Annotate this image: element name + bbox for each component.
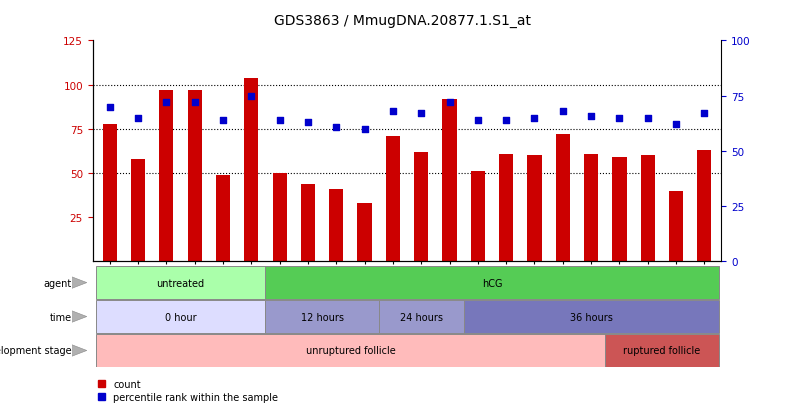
Bar	[329, 190, 343, 262]
Text: 24 hours: 24 hours	[400, 312, 442, 322]
Bar	[613, 158, 626, 262]
Bar	[188, 91, 202, 262]
Point	[273, 117, 286, 124]
Bar	[499, 154, 513, 262]
Point	[613, 115, 626, 122]
Text: agent: agent	[44, 278, 72, 288]
Bar	[669, 191, 683, 262]
Bar	[442, 100, 456, 262]
Bar	[641, 156, 654, 262]
Bar	[265, 301, 379, 333]
Bar	[216, 176, 230, 262]
Bar	[471, 172, 485, 262]
Text: unruptured follicle: unruptured follicle	[305, 346, 395, 356]
Bar	[272, 173, 287, 262]
Point	[500, 117, 513, 124]
Bar	[358, 204, 372, 262]
Point	[330, 124, 343, 131]
Point	[415, 111, 428, 117]
Text: development stage: development stage	[0, 346, 72, 356]
Text: 0 hour: 0 hour	[164, 312, 197, 322]
Text: 36 hours: 36 hours	[570, 312, 613, 322]
Bar	[527, 156, 542, 262]
Bar	[379, 301, 463, 333]
Bar	[244, 78, 259, 262]
Bar	[96, 335, 605, 367]
Bar	[301, 184, 315, 262]
Polygon shape	[72, 345, 87, 356]
Point	[698, 111, 711, 117]
Point	[556, 109, 569, 115]
Point	[443, 100, 456, 107]
Legend: count, percentile rank within the sample: count, percentile rank within the sample	[98, 379, 278, 402]
Text: ruptured follicle: ruptured follicle	[623, 346, 700, 356]
Point	[472, 117, 484, 124]
Text: untreated: untreated	[156, 278, 205, 288]
Point	[301, 120, 314, 126]
Point	[386, 109, 399, 115]
Bar	[96, 267, 265, 299]
Bar	[555, 135, 570, 262]
Bar	[160, 91, 173, 262]
Point	[528, 115, 541, 122]
Point	[217, 117, 230, 124]
Polygon shape	[72, 277, 87, 289]
Point	[131, 115, 144, 122]
Point	[642, 115, 654, 122]
Point	[160, 100, 172, 107]
Point	[670, 122, 683, 128]
Point	[188, 100, 201, 107]
Bar	[697, 151, 712, 262]
Point	[358, 126, 371, 133]
Bar	[584, 154, 598, 262]
Bar	[265, 267, 718, 299]
Bar	[131, 159, 145, 262]
Point	[245, 93, 258, 100]
Bar	[102, 124, 117, 262]
Text: GDS3863 / MmugDNA.20877.1.S1_at: GDS3863 / MmugDNA.20877.1.S1_at	[275, 14, 531, 28]
Bar	[96, 301, 265, 333]
Point	[584, 113, 597, 120]
Bar	[605, 335, 718, 367]
Bar	[414, 152, 428, 262]
Text: hCG: hCG	[482, 278, 502, 288]
Bar	[463, 301, 718, 333]
Bar	[386, 137, 400, 262]
Point	[103, 104, 116, 111]
Text: time: time	[50, 312, 72, 322]
Text: 12 hours: 12 hours	[301, 312, 343, 322]
Polygon shape	[72, 311, 87, 323]
